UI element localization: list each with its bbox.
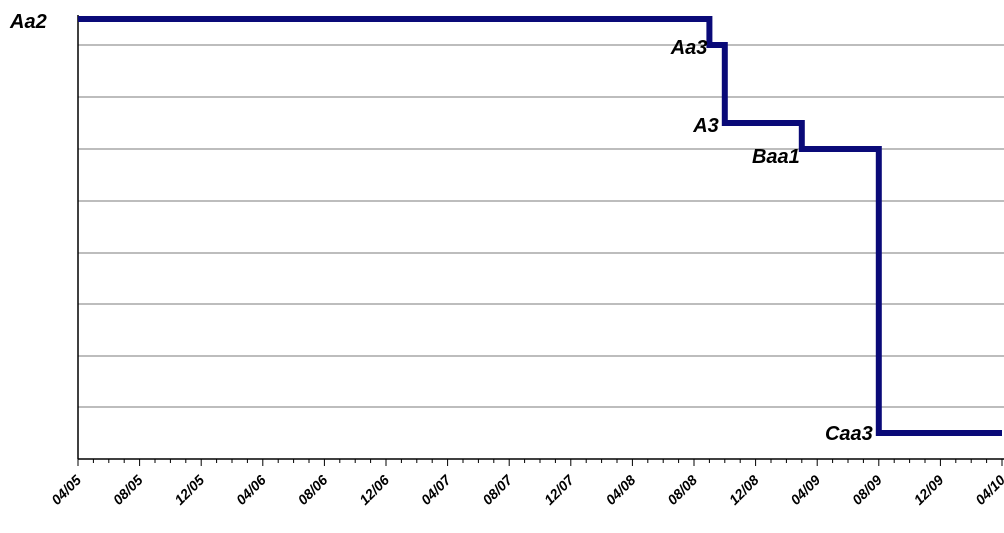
rating-label-baa1: Baa1: [752, 146, 800, 168]
x-tick-label: 04/09: [787, 472, 823, 508]
x-tick-label: 08/05: [110, 472, 146, 508]
series: [78, 16, 1002, 436]
x-tick-label: 04/10: [972, 472, 1004, 508]
x-tick-label: 12/09: [910, 472, 946, 508]
x-tick-label: 04/07: [418, 471, 455, 508]
x-tick-label: 08/06: [294, 472, 330, 508]
x-tick-label: 04/08: [602, 472, 638, 508]
x-tick-label: 12/08: [726, 472, 762, 508]
x-tick-label: 08/08: [664, 472, 700, 508]
x-tick-label: 12/06: [356, 472, 392, 508]
rating-step-line: [78, 16, 1002, 436]
x-tick-labels: 04/05 08/05 12/05 04/06 08/06 12/06 04/07 08/07…: [48, 471, 1004, 508]
x-tick-label: 12/05: [171, 472, 207, 508]
rating-label-caa3: Caa3: [825, 423, 873, 445]
rating-label-a3: A3: [692, 115, 719, 137]
rating-label-aa2: Aa2: [9, 11, 47, 33]
x-tick-label: 08/07: [479, 471, 516, 508]
x-tick-label: 04/06: [233, 472, 269, 508]
x-tick-label: 08/09: [849, 472, 885, 508]
x-tick-label: 04/05: [48, 472, 84, 508]
rating-labels: Aa2 Aa3 A3 Baa1 Caa3: [9, 11, 873, 445]
axes: [77, 15, 1004, 466]
rating-label-aa3: Aa3: [670, 37, 708, 59]
gridlines: [78, 44, 1004, 408]
x-tick-label: 12/07: [541, 471, 578, 508]
